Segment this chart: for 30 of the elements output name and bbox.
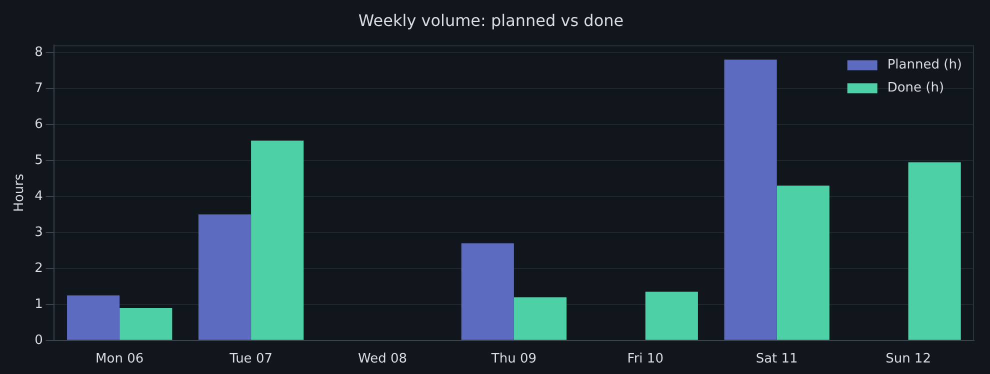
y-tick-label: 5 <box>34 152 43 168</box>
x-tick-label: Wed 08 <box>358 352 408 367</box>
x-tick-label: Sun 12 <box>886 352 931 367</box>
y-tick-label: 1 <box>34 296 43 312</box>
y-tick-label: 2 <box>34 260 43 276</box>
y-tick-label: 6 <box>34 116 43 132</box>
bar <box>908 162 961 340</box>
legend-label: Done (h) <box>887 80 944 96</box>
bar <box>198 214 252 340</box>
y-tick-label: 7 <box>34 80 43 96</box>
bar <box>251 140 304 340</box>
x-tick-label: Thu 09 <box>490 352 536 367</box>
x-tick-label: Sat 11 <box>756 352 798 367</box>
bar <box>645 292 698 340</box>
chart-title: Weekly volume: planned vs done <box>358 10 624 30</box>
x-tick-label: Fri 10 <box>627 352 664 367</box>
y-tick-label: 3 <box>34 224 43 240</box>
bar <box>514 297 567 340</box>
bar <box>67 295 120 340</box>
y-axis-title: Hours <box>12 174 28 212</box>
bar <box>120 308 172 340</box>
bar <box>461 243 514 340</box>
y-tick-label: 8 <box>34 44 43 60</box>
bar <box>776 186 830 340</box>
x-tick-label: Mon 06 <box>96 352 144 367</box>
y-tick-label: 4 <box>34 188 43 204</box>
y-tick-label: 0 <box>34 332 43 348</box>
x-tick-label: Tue 07 <box>228 352 272 367</box>
bar <box>724 60 777 340</box>
legend-label: Planned (h) <box>887 58 962 73</box>
